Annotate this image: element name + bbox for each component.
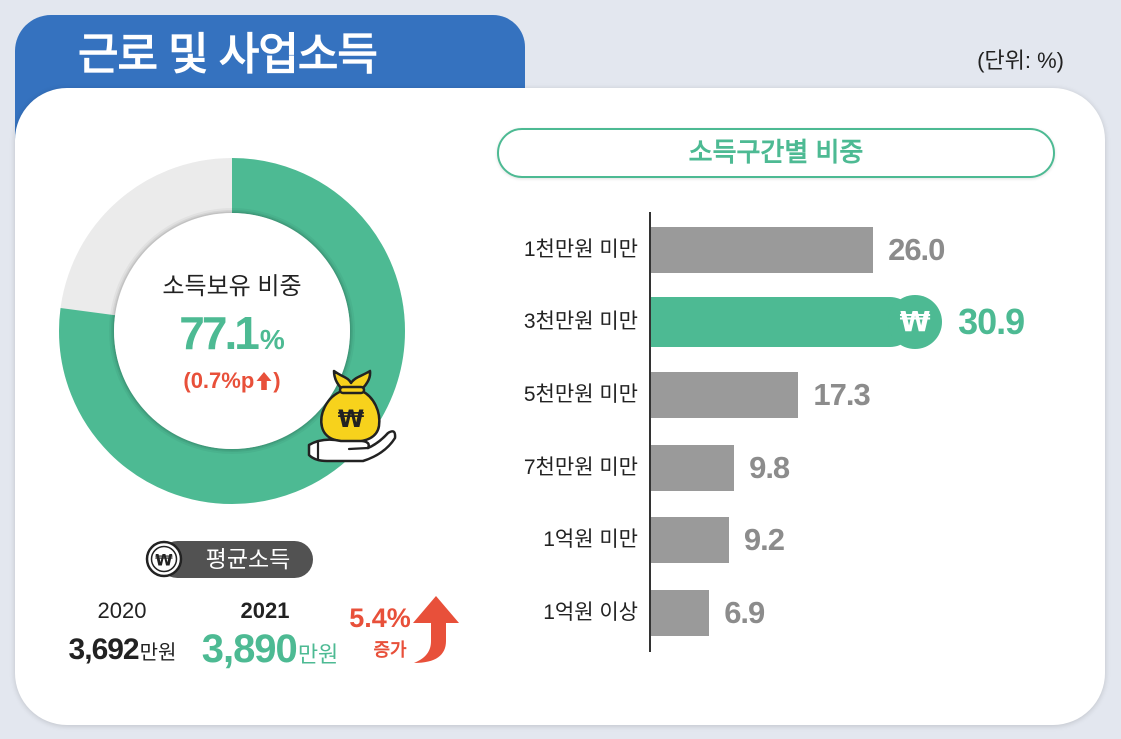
money-bag-top: [332, 369, 372, 391]
average-income-label: 평균소득: [205, 546, 291, 572]
donut-arc-share: [59, 158, 405, 504]
average-income-pill: [159, 541, 313, 578]
donut-value-number: 77.1: [179, 307, 260, 359]
category-label: 5천만원 미만: [523, 382, 638, 406]
average-income-badge: ₩ 평균소득: [145, 540, 313, 578]
category-label: 1천만원 미만: [523, 237, 638, 261]
curved-arrow-up-icon: [413, 596, 459, 663]
current-amount: 3,890만원: [190, 626, 350, 681]
category-label: 7천만원 미만: [523, 455, 638, 479]
won-coin-icon: ₩: [145, 540, 183, 578]
bar-1: [650, 226, 874, 273]
unit-note: (단위: %): [977, 48, 1064, 73]
hand-thumb-line: [347, 446, 370, 451]
arrow-up-icon: [256, 372, 272, 390]
category-axis-line: [649, 212, 651, 652]
won-symbol: ₩: [155, 551, 173, 570]
bar-3: [650, 371, 799, 418]
won-symbol: ₩: [338, 405, 365, 433]
category-label: 3천만원 미만: [523, 310, 638, 334]
donut-value: 77.1%: [102, 306, 362, 372]
category-label: 1억원 미만: [543, 528, 638, 552]
current-amount-value: 3,890: [201, 627, 298, 671]
donut-center-disk: [114, 213, 350, 449]
won-coin-icon: ₩: [888, 295, 943, 350]
previous-year: 2020: [97, 598, 147, 623]
donut-change-value: (0.7%p: [183, 368, 255, 393]
increase-label: 증가: [373, 640, 407, 660]
current-year: 2021: [240, 598, 290, 623]
money-bag-tie: [338, 385, 366, 395]
donut-change-close: ): [273, 368, 281, 393]
value-label: 30.9: [958, 301, 1025, 343]
hand-shape: [307, 430, 397, 463]
money-bag-on-hand-icon: ₩: [307, 369, 397, 463]
donut-value-unit: %: [259, 324, 285, 355]
current-amount-unit: 만원: [297, 642, 339, 667]
category-label: 1억원 이상: [543, 601, 638, 624]
bar-6: [650, 590, 710, 636]
bar-5: [650, 517, 729, 564]
value-label: 9.2: [743, 522, 785, 558]
previous-amount-value: 3,692: [68, 633, 140, 666]
donut-title: 소득보유 비중: [162, 273, 302, 300]
bar-chart-title: 소득구간별 비중: [497, 128, 1055, 178]
value-label: 17.3: [813, 376, 870, 412]
value-label: 26.0: [888, 231, 945, 267]
bar-2: [650, 297, 916, 348]
value-label: 6.9: [724, 595, 765, 630]
donut-change: (0.7%p): [102, 366, 362, 396]
previous-amount-unit: 만원: [139, 642, 177, 664]
increase-rate: 5.4%: [349, 603, 411, 633]
bar-4: [650, 444, 735, 491]
page-title: 근로 및 사업소득: [78, 30, 378, 79]
previous-amount: 3,692만원: [40, 630, 205, 675]
value-label: 9.8: [749, 449, 790, 485]
donut-chart: [59, 158, 405, 504]
